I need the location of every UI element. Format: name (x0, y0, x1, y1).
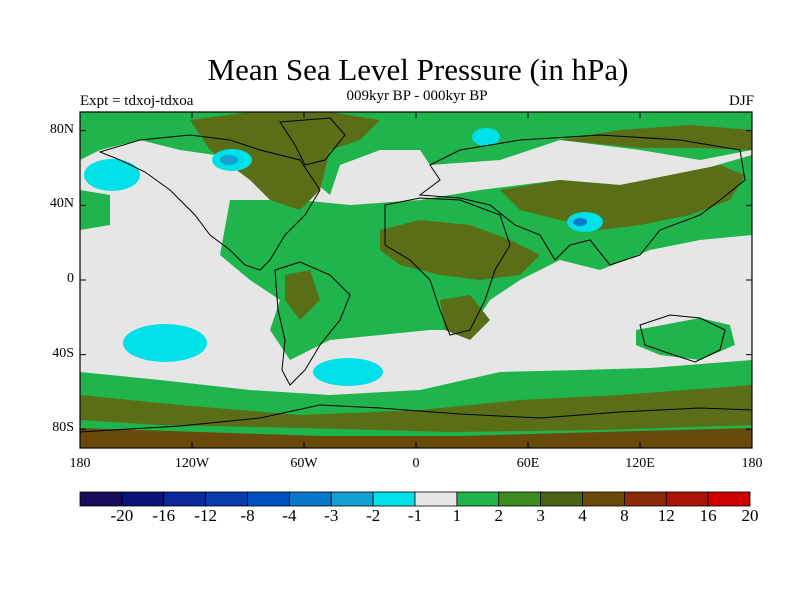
colorbar-swatch (623, 491, 667, 507)
anomaly-barents (472, 128, 500, 146)
field-green-nw-pacific (80, 190, 110, 230)
anomaly-south-atlantic (313, 358, 383, 386)
colorbar-swatch (414, 491, 458, 507)
colorbar-label: 2 (494, 506, 504, 525)
colorbar-label: 16 (699, 506, 717, 525)
lat-label: 80N (49, 121, 74, 137)
coast-eurasia (418, 134, 746, 266)
field-olive-africa (380, 220, 540, 280)
coast-antarctica (80, 404, 752, 433)
colorbar-swatch (707, 491, 751, 507)
colorbar-swatch (665, 491, 709, 507)
page-title: Mean Sea Level Pressure (in hPa) (207, 52, 629, 87)
colorbar-swatch (163, 491, 207, 507)
colorbar-label: 4 (578, 506, 587, 525)
colorbar-label: -16 (152, 506, 176, 525)
colorbar-label: -8 (240, 506, 255, 525)
colorbar-swatch (330, 491, 374, 507)
lon-label: 0 (412, 456, 420, 471)
colorbar-swatch (540, 491, 583, 507)
subtitle: 009kyr BP - 000kyr BP (346, 88, 488, 104)
field-olive-south-america (285, 270, 320, 320)
lon-label: 180 (741, 456, 763, 471)
colorbar-label: -2 (366, 506, 381, 525)
lat-label: 80S (52, 420, 74, 436)
lon-label: 60W (290, 456, 318, 471)
colorbar-label: -20 (110, 506, 134, 525)
colorbar-label: -1 (407, 506, 423, 525)
experiment-label: Expt = tdxoj-tdxoa (80, 93, 194, 109)
anomaly-north-pacific (84, 159, 140, 191)
field-green-australia (636, 318, 735, 360)
coast-north-america (98, 134, 321, 271)
colorbar-label: 12 (657, 506, 675, 525)
coast-south-america (274, 261, 351, 386)
lon-label: 120E (625, 456, 655, 471)
colorbar-swatch (498, 491, 542, 507)
lon-label: 180 (69, 456, 91, 471)
lat-label: 40S (52, 345, 74, 361)
coastlines (80, 117, 752, 433)
field-olive-greenland (190, 112, 380, 210)
colorbar-label: -4 (282, 506, 297, 525)
field-olive-south-africa (440, 295, 490, 340)
colorbar-swatch (288, 491, 332, 507)
colorbar-swatch (79, 491, 123, 507)
colorbar-swatch (247, 491, 290, 507)
coast-greenland (279, 117, 346, 166)
map-ticks (79, 112, 753, 448)
lon-label: 60E (516, 456, 540, 471)
anomaly-south-pacific (123, 324, 207, 362)
colorbar-swatch (205, 491, 248, 507)
season-label: DJF (728, 93, 754, 109)
colorbar (79, 491, 751, 507)
colorbar-label: 1 (452, 506, 462, 525)
lat-label: 0 (67, 271, 74, 286)
colorbar-label: 8 (620, 506, 629, 525)
lon-label: 120W (174, 456, 210, 471)
lat-label: 40N (49, 196, 74, 212)
anomaly-tibet-core (573, 218, 587, 226)
colorbar-label: 3 (536, 506, 545, 525)
colorbar-label: -3 (324, 506, 339, 525)
field-olive-south-band (80, 385, 752, 432)
anomaly-field (80, 112, 752, 448)
colorbar-swatch (456, 491, 500, 507)
field-brown-antarctic (80, 428, 752, 448)
colorbar-label: 20 (741, 506, 759, 525)
colorbar-swatch (372, 491, 416, 507)
colorbar-swatch (582, 491, 625, 507)
coast-africa (384, 197, 511, 336)
field-olive-eurasia (500, 165, 745, 230)
anomaly-hudson-core (220, 155, 238, 165)
colorbar-swatch (121, 491, 165, 507)
coast-australia (639, 314, 726, 363)
colorbar-label: -12 (194, 506, 217, 525)
